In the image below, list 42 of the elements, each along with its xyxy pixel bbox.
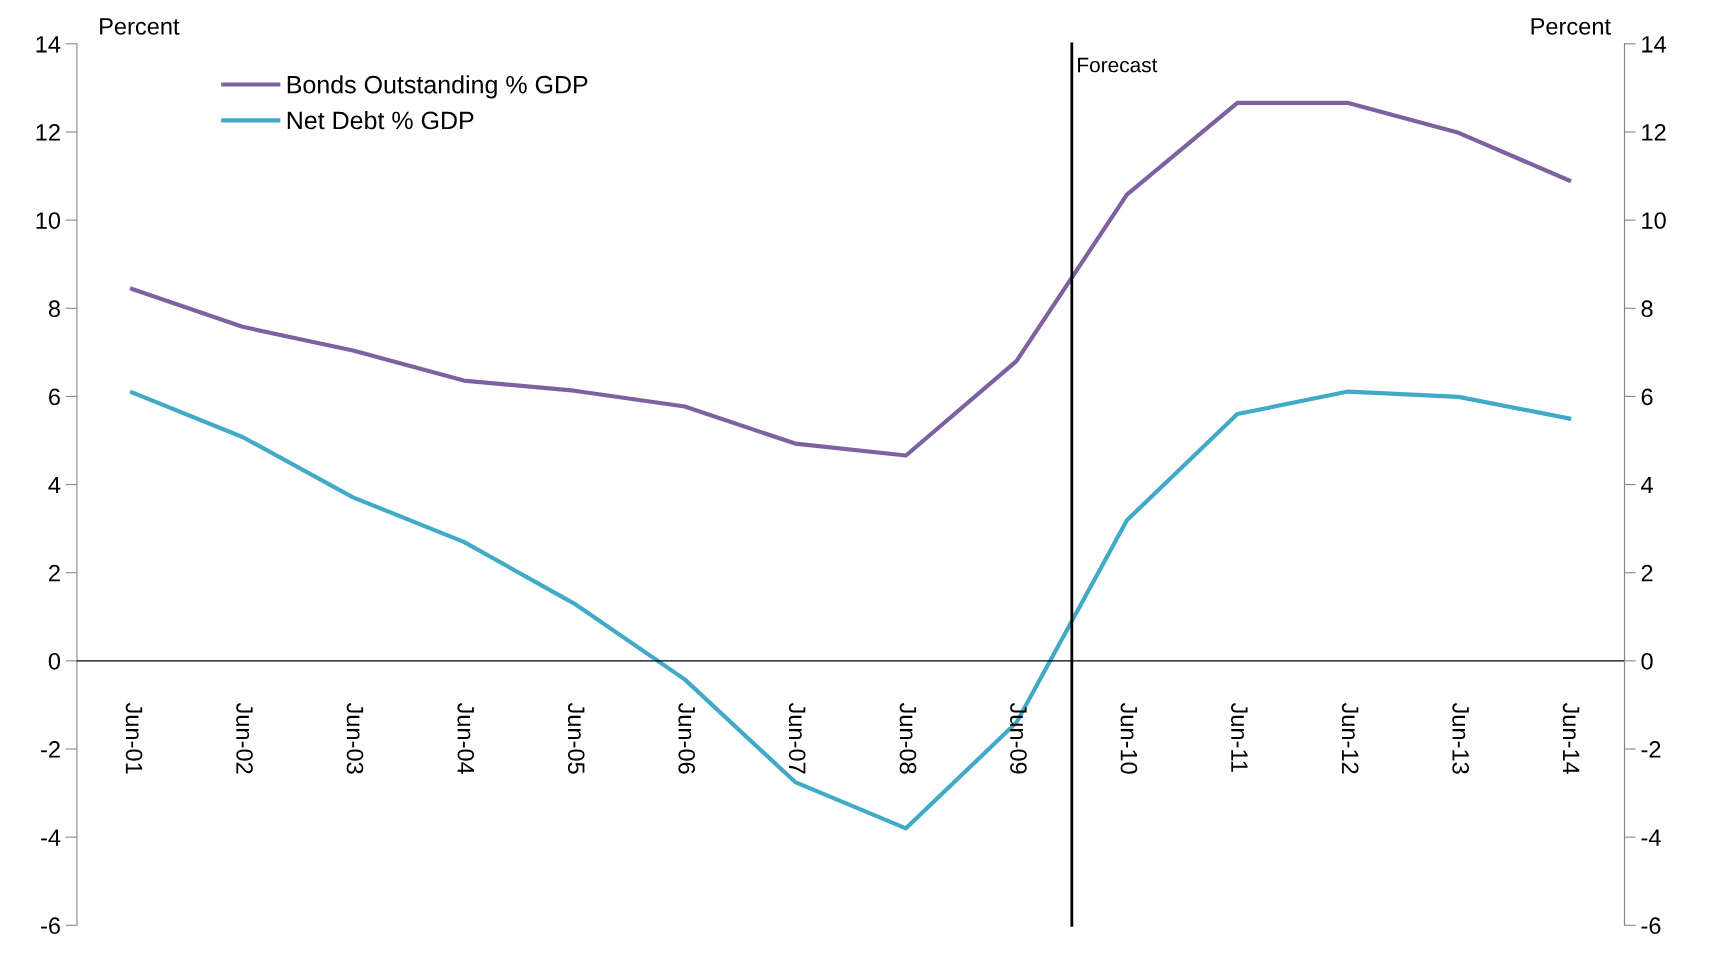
y-tick-label: -6 <box>41 917 60 935</box>
legend-label: Net Debt % GDP <box>287 110 474 130</box>
x-tick-label: Jun-11 <box>1231 702 1248 772</box>
ref-line-label: Forecast <box>1078 57 1158 73</box>
x-tick-label: Jun-07 <box>788 702 806 774</box>
x-tick-label: Jun-08 <box>899 702 917 774</box>
y-tick-label: 6 <box>49 388 60 406</box>
y-tick-label: 10 <box>36 212 61 229</box>
y2-tick-label: 0 <box>1641 652 1653 670</box>
x-tick-label: Jun-10 <box>1120 702 1138 774</box>
y-tick-label: 8 <box>48 300 60 318</box>
y-tick-label: -4 <box>41 829 61 846</box>
y2-tick-label: -2 <box>1641 741 1661 758</box>
x-tick-label: Jun-06 <box>678 702 696 774</box>
x-tick-label: Jun-03 <box>346 702 364 774</box>
x-tick-label: Jun-09 <box>1010 702 1027 774</box>
y2-tick-label: -6 <box>1641 917 1661 935</box>
x-tick-label: Jun-14 <box>1562 702 1580 775</box>
y2-tick-label: 8 <box>1641 300 1653 318</box>
y-axis-title: Percent <box>100 18 180 35</box>
x-tick-label: Jun-13 <box>1452 702 1470 774</box>
y2-axis-title: Percent <box>1531 18 1611 35</box>
x-tick-label: Jun-12 <box>1341 702 1359 774</box>
y2-tick-label: 6 <box>1641 388 1653 406</box>
y-tick-label: -2 <box>41 741 60 758</box>
y-tick-label: 0 <box>48 652 61 670</box>
x-tick-label: Jun-05 <box>567 702 585 774</box>
x-tick-label: Jun-04 <box>457 702 475 775</box>
y2-tick-label: 4 <box>1641 476 1653 494</box>
y2-tick-label: 2 <box>1641 564 1653 582</box>
x-tick-label: Jun-02 <box>236 702 253 774</box>
y2-tick-label: -4 <box>1641 829 1661 846</box>
y-tick-label: 14 <box>36 36 61 53</box>
y2-tick-label: 10 <box>1642 212 1666 229</box>
x-tick-label: Jun-01 <box>125 702 143 774</box>
y-tick-label: 12 <box>36 124 60 141</box>
y-tick-label: 4 <box>48 476 61 494</box>
y2-tick-label: 14 <box>1642 36 1667 53</box>
y2-tick-label: 12 <box>1642 124 1666 141</box>
line-series <box>129 100 1572 458</box>
y-tick-label: 2 <box>49 564 60 582</box>
legend-label: Bonds Outstanding % GDP <box>287 75 588 99</box>
